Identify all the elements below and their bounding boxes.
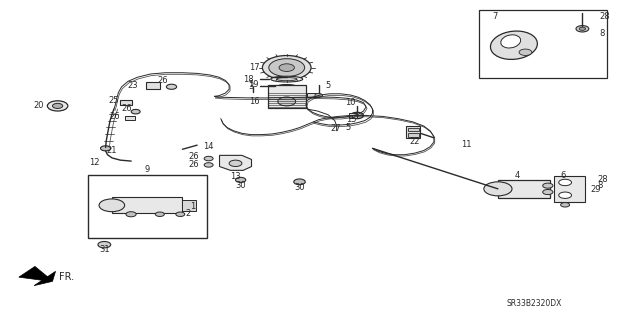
Text: 17: 17 [249, 63, 260, 72]
Circle shape [236, 177, 246, 182]
Text: 21: 21 [107, 146, 117, 155]
Text: 23: 23 [127, 81, 138, 90]
Ellipse shape [276, 78, 297, 81]
Bar [349, 113, 357, 118]
Bar [88, 175, 207, 238]
Circle shape [315, 93, 323, 97]
Text: 6: 6 [561, 171, 566, 180]
Circle shape [351, 112, 364, 119]
Bar [182, 200, 196, 211]
Text: 7: 7 [492, 12, 497, 21]
Circle shape [204, 163, 213, 167]
Text: 28: 28 [597, 175, 608, 184]
Circle shape [543, 183, 553, 188]
Polygon shape [220, 155, 252, 170]
Text: 14: 14 [204, 142, 214, 151]
Text: 30: 30 [236, 181, 246, 189]
Circle shape [269, 59, 305, 77]
Text: 12: 12 [90, 158, 100, 167]
Circle shape [131, 109, 140, 114]
Circle shape [559, 179, 572, 186]
Circle shape [166, 84, 177, 89]
Bar [408, 128, 419, 131]
Text: 26: 26 [158, 76, 168, 85]
Circle shape [294, 179, 305, 185]
Bar [408, 133, 419, 137]
Text: 25: 25 [109, 96, 119, 105]
Bar [268, 85, 306, 108]
Ellipse shape [278, 85, 296, 88]
Text: 27: 27 [331, 124, 341, 133]
Bar [307, 93, 319, 97]
Bar [479, 10, 607, 78]
Text: 30: 30 [294, 183, 305, 192]
Bar [120, 100, 132, 105]
Circle shape [52, 103, 63, 108]
Bar [406, 126, 420, 138]
Circle shape [484, 182, 512, 196]
Text: 8: 8 [599, 29, 604, 38]
Text: SR33B2320DX: SR33B2320DX [507, 299, 562, 308]
Circle shape [204, 156, 213, 161]
Text: 28: 28 [599, 12, 610, 21]
Text: 19: 19 [248, 80, 259, 89]
Bar [498, 180, 550, 198]
Ellipse shape [501, 35, 520, 48]
Text: 26: 26 [189, 160, 199, 169]
Text: 20: 20 [33, 101, 44, 110]
Text: 29: 29 [591, 185, 601, 194]
Circle shape [229, 160, 242, 167]
Circle shape [279, 64, 294, 71]
Circle shape [519, 49, 532, 56]
Circle shape [559, 192, 572, 198]
Text: 1: 1 [191, 202, 196, 211]
Circle shape [126, 212, 136, 217]
Polygon shape [19, 266, 56, 286]
Text: 16: 16 [249, 97, 260, 106]
Text: 10: 10 [346, 98, 356, 107]
Circle shape [579, 27, 586, 30]
Text: 4: 4 [515, 171, 520, 180]
Text: 5: 5 [346, 123, 351, 132]
Text: 11: 11 [461, 140, 471, 149]
Circle shape [100, 146, 111, 151]
Circle shape [99, 199, 125, 212]
Circle shape [576, 26, 589, 32]
Ellipse shape [490, 31, 538, 59]
Bar [112, 197, 182, 213]
Circle shape [262, 56, 311, 80]
Circle shape [543, 189, 553, 195]
Text: 3: 3 [248, 82, 253, 91]
Text: 26: 26 [189, 152, 199, 161]
Bar [146, 82, 160, 89]
Text: 2: 2 [186, 209, 191, 218]
Circle shape [98, 241, 111, 248]
Text: 26: 26 [110, 112, 120, 121]
Circle shape [278, 97, 296, 106]
Text: 31: 31 [99, 245, 109, 254]
Text: 13: 13 [230, 172, 241, 181]
Bar [125, 116, 135, 120]
Text: 8: 8 [597, 181, 602, 190]
Ellipse shape [271, 76, 303, 82]
Circle shape [47, 101, 68, 111]
Text: 9: 9 [145, 165, 150, 174]
Circle shape [561, 203, 570, 207]
Text: 22: 22 [410, 137, 420, 146]
Circle shape [156, 212, 164, 217]
Text: FR.: FR. [59, 272, 74, 282]
Text: 26: 26 [122, 104, 132, 113]
Text: 18: 18 [243, 75, 253, 84]
Circle shape [176, 212, 185, 217]
Text: 15: 15 [346, 115, 356, 124]
Text: 5: 5 [326, 81, 331, 90]
Bar [554, 176, 585, 202]
